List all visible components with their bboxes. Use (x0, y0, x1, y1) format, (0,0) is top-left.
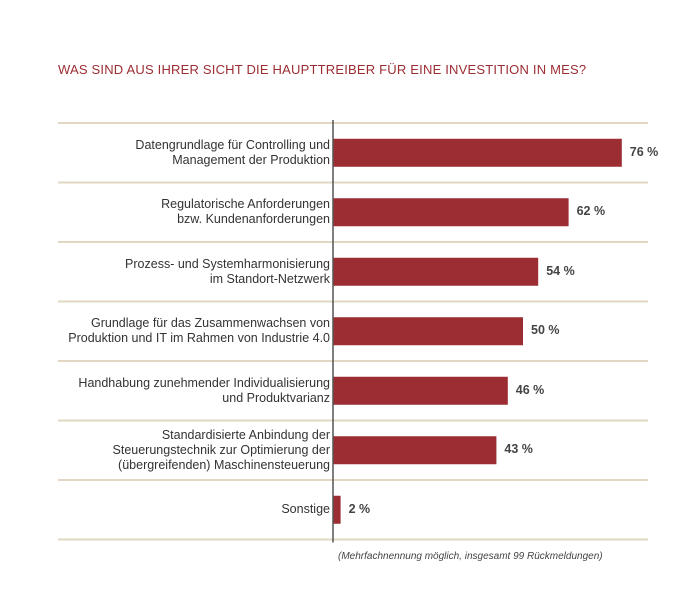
category-label: Standardisierte Anbindung der Steuerungs… (112, 427, 330, 472)
bar (333, 436, 497, 465)
category-label: Regulatorische Anforderungen bzw. Kunden… (161, 197, 330, 227)
value-label: 46 % (515, 382, 545, 397)
category-label: Prozess- und Systemharmonisierung im Sta… (125, 256, 330, 286)
value-label: 2 % (348, 501, 371, 516)
value-label: 43 % (504, 442, 533, 457)
value-label: 62 % (576, 204, 606, 219)
chart-title: WAS SIND AUS IHRER SICHT DIE HAUPTTREIBE… (58, 62, 587, 77)
bar (333, 376, 508, 405)
bar (333, 198, 569, 227)
category-label: Grundlage für das Zusammenwachsen von Pr… (68, 316, 330, 346)
bar (333, 495, 341, 524)
category-label: Datengrundlage für Controlling und Manag… (135, 137, 330, 167)
value-label: 54 % (546, 263, 575, 278)
value-label: 50 % (531, 323, 560, 338)
category-label: Handhabung zunehmender Individualisierun… (78, 375, 330, 405)
bar (333, 138, 622, 167)
bar (333, 317, 523, 346)
category-label: Sonstige (281, 502, 330, 517)
value-label: 76 % (629, 144, 659, 159)
bar (333, 257, 539, 286)
footnote: (Mehrfachnennung möglich, insgesamt 99 R… (338, 551, 603, 562)
